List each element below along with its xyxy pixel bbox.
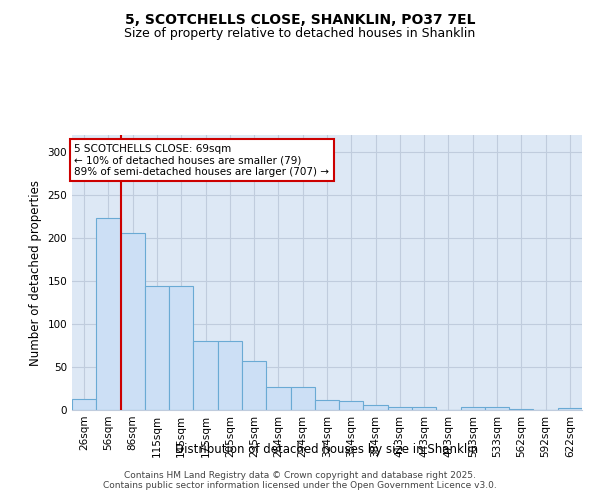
- Bar: [72, 399, 96, 410]
- Bar: [242, 361, 266, 410]
- Text: Distribution of detached houses by size in Shanklin: Distribution of detached houses by size …: [175, 442, 479, 456]
- Bar: [509, 409, 533, 410]
- Bar: [218, 341, 242, 410]
- Bar: [364, 405, 388, 410]
- Text: Contains HM Land Registry data © Crown copyright and database right 2025.
Contai: Contains HM Land Registry data © Crown c…: [103, 470, 497, 490]
- Bar: [315, 400, 339, 410]
- Bar: [485, 406, 509, 410]
- Bar: [388, 408, 412, 410]
- Bar: [169, 286, 193, 410]
- Text: 5 SCOTCHELLS CLOSE: 69sqm
← 10% of detached houses are smaller (79)
89% of semi-: 5 SCOTCHELLS CLOSE: 69sqm ← 10% of detac…: [74, 144, 329, 177]
- Bar: [339, 400, 364, 410]
- Y-axis label: Number of detached properties: Number of detached properties: [29, 180, 42, 366]
- Bar: [193, 341, 218, 410]
- Bar: [266, 387, 290, 410]
- Bar: [145, 286, 169, 410]
- Bar: [290, 387, 315, 410]
- Bar: [558, 408, 582, 410]
- Bar: [96, 218, 121, 410]
- Bar: [121, 233, 145, 410]
- Text: Size of property relative to detached houses in Shanklin: Size of property relative to detached ho…: [124, 28, 476, 40]
- Bar: [461, 406, 485, 410]
- Bar: [412, 408, 436, 410]
- Text: 5, SCOTCHELLS CLOSE, SHANKLIN, PO37 7EL: 5, SCOTCHELLS CLOSE, SHANKLIN, PO37 7EL: [125, 12, 475, 26]
